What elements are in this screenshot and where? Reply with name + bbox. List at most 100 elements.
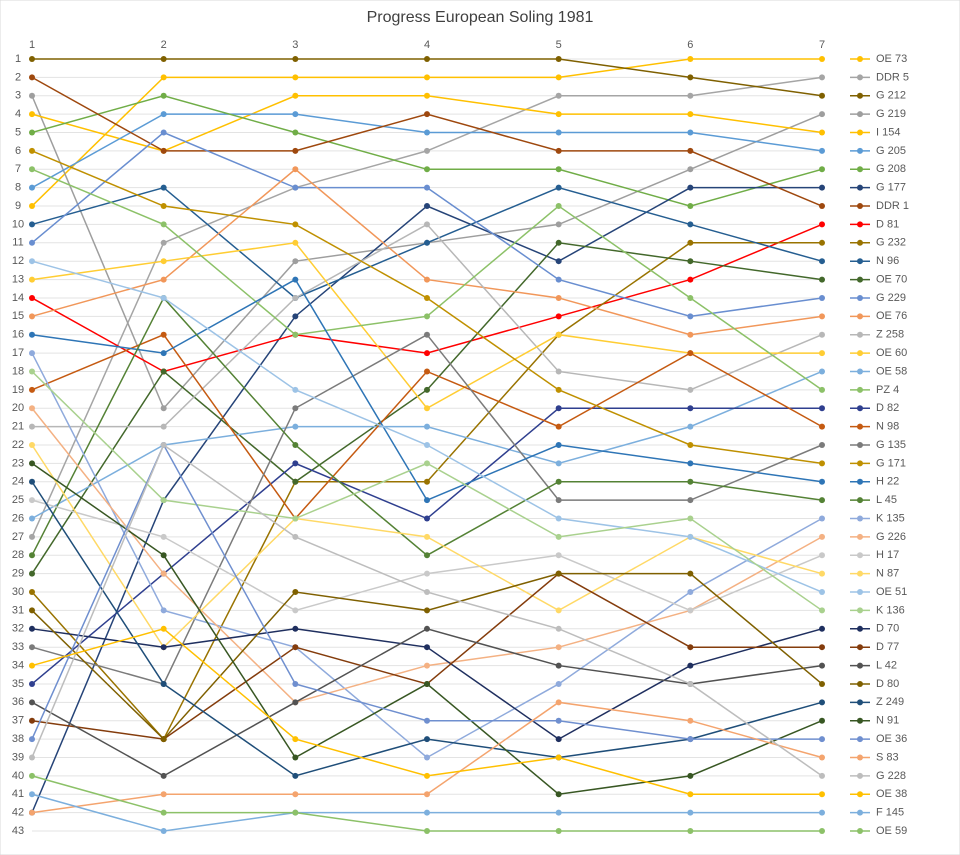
data-point bbox=[424, 74, 430, 81]
data-point bbox=[160, 350, 167, 357]
data-point bbox=[555, 111, 562, 118]
x-tick-label: 7 bbox=[819, 39, 825, 51]
data-point bbox=[819, 791, 825, 798]
data-point bbox=[424, 368, 430, 375]
data-point bbox=[29, 442, 35, 448]
data-point bbox=[555, 221, 562, 228]
data-point bbox=[819, 680, 825, 687]
data-point bbox=[160, 405, 167, 412]
data-point bbox=[819, 625, 825, 632]
legend-label: OE 36 bbox=[876, 733, 907, 745]
legend-marker bbox=[857, 74, 863, 81]
data-point bbox=[424, 184, 430, 191]
legend-label: OE 76 bbox=[876, 310, 907, 322]
data-point bbox=[160, 736, 167, 743]
data-point bbox=[424, 331, 430, 338]
data-point bbox=[687, 828, 694, 834]
data-point bbox=[819, 515, 825, 522]
y-tick-label: 37 bbox=[12, 715, 24, 727]
data-point bbox=[555, 386, 562, 393]
legend-label: G 212 bbox=[876, 90, 906, 102]
data-point bbox=[160, 625, 167, 632]
data-point bbox=[160, 129, 167, 136]
data-point bbox=[160, 276, 167, 283]
data-point bbox=[424, 497, 430, 504]
data-point bbox=[819, 809, 825, 816]
data-point bbox=[29, 478, 35, 485]
data-point bbox=[292, 166, 299, 173]
legend-label: D 80 bbox=[876, 678, 899, 690]
data-point bbox=[819, 147, 825, 154]
data-point bbox=[555, 147, 562, 154]
series bbox=[29, 368, 825, 614]
data-point bbox=[555, 405, 562, 412]
data-point bbox=[555, 239, 562, 246]
data-point bbox=[29, 625, 35, 632]
data-point bbox=[29, 313, 35, 320]
data-point bbox=[687, 239, 694, 246]
data-point bbox=[687, 386, 694, 393]
data-point bbox=[29, 460, 35, 467]
data-point bbox=[424, 239, 430, 246]
y-tick-label: 24 bbox=[12, 476, 24, 488]
data-point bbox=[687, 184, 694, 191]
legend-label: L 42 bbox=[876, 659, 897, 671]
legend-marker bbox=[857, 644, 863, 651]
data-point bbox=[819, 589, 825, 596]
legend-marker bbox=[857, 405, 863, 412]
x-tick-label: 5 bbox=[556, 39, 562, 51]
data-point bbox=[819, 828, 825, 834]
data-point bbox=[292, 607, 299, 614]
data-point bbox=[29, 331, 35, 338]
data-point bbox=[819, 56, 825, 62]
data-point bbox=[555, 570, 562, 577]
data-point bbox=[29, 74, 35, 81]
data-point bbox=[819, 331, 825, 338]
legend-label: OE 73 bbox=[876, 53, 907, 65]
legend-label: D 70 bbox=[876, 623, 899, 635]
data-point bbox=[819, 111, 825, 118]
data-point bbox=[160, 772, 167, 779]
data-point bbox=[160, 56, 167, 62]
series bbox=[29, 56, 825, 99]
legend-marker bbox=[857, 56, 863, 62]
data-point bbox=[687, 442, 694, 448]
legend-marker bbox=[857, 736, 863, 743]
data-point bbox=[555, 717, 562, 724]
data-point bbox=[687, 74, 694, 81]
legend-marker bbox=[857, 368, 863, 375]
data-point bbox=[424, 607, 430, 614]
legend-marker bbox=[857, 313, 863, 320]
legend-marker bbox=[857, 497, 863, 504]
data-point bbox=[160, 147, 167, 154]
data-point bbox=[687, 405, 694, 412]
series bbox=[29, 497, 825, 614]
legend-marker bbox=[857, 570, 863, 577]
data-point bbox=[555, 331, 562, 338]
y-tick-label: 21 bbox=[12, 421, 24, 433]
data-point bbox=[29, 203, 35, 210]
y-tick-label: 20 bbox=[12, 402, 24, 414]
legend-marker bbox=[857, 680, 863, 687]
y-tick-label: 15 bbox=[12, 310, 24, 322]
data-point bbox=[687, 276, 694, 283]
data-point bbox=[29, 405, 35, 412]
data-point bbox=[555, 809, 562, 816]
legend-label: OE 60 bbox=[876, 347, 907, 359]
data-point bbox=[819, 386, 825, 393]
data-point bbox=[819, 350, 825, 357]
series bbox=[29, 221, 825, 430]
data-point bbox=[687, 497, 694, 504]
data-point bbox=[819, 184, 825, 191]
data-point bbox=[424, 754, 430, 761]
data-point bbox=[555, 56, 562, 62]
data-point bbox=[424, 589, 430, 596]
data-point bbox=[819, 607, 825, 614]
data-point bbox=[29, 350, 35, 357]
data-point bbox=[29, 552, 35, 559]
legend-label: N 98 bbox=[876, 421, 899, 433]
data-point bbox=[555, 423, 562, 430]
data-point bbox=[555, 828, 562, 834]
data-point bbox=[424, 56, 430, 62]
